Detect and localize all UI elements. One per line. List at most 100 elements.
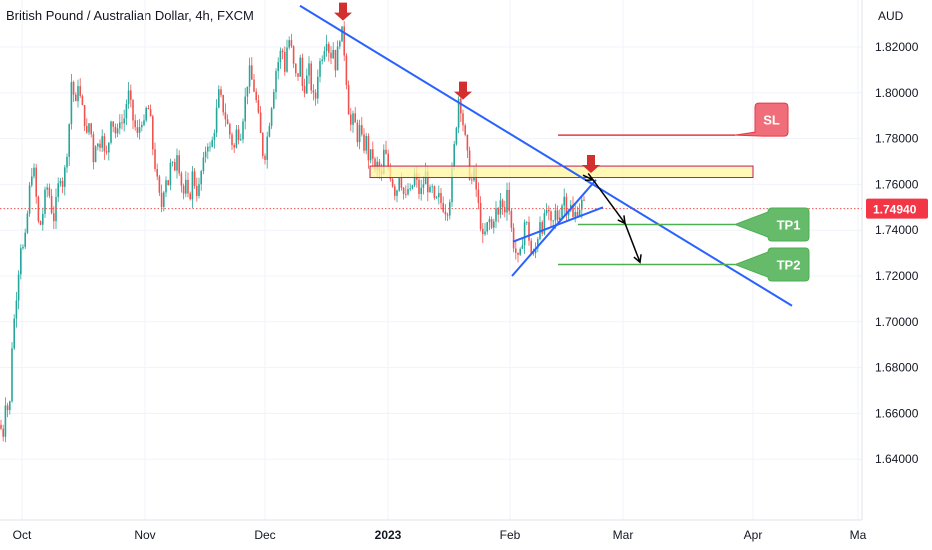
candle-body (90, 123, 92, 135)
candle-body (292, 46, 295, 64)
candle-body (233, 145, 235, 148)
candle-body (312, 90, 315, 93)
candle-body (174, 162, 176, 171)
candle-body (545, 209, 548, 214)
candle-body (207, 146, 209, 152)
candle-body (301, 57, 304, 86)
candle-body (264, 155, 266, 160)
candle-body (508, 189, 510, 211)
candle-body (204, 151, 207, 158)
candle-body (556, 210, 559, 220)
candle-body (552, 220, 554, 222)
candle-body (482, 228, 484, 235)
candle-body (387, 153, 389, 167)
candle-body (191, 171, 194, 200)
candle-body (334, 49, 337, 71)
grid (0, 0, 862, 520)
candle-body (306, 75, 308, 94)
label-box-sl (734, 102, 789, 137)
time-tick: Nov (134, 528, 155, 542)
candle-body (402, 187, 405, 195)
candle-body (354, 113, 356, 123)
candle-body (94, 146, 97, 163)
candle-body (284, 52, 286, 72)
candle-body (220, 89, 222, 96)
candle-body (572, 204, 574, 217)
candle-body (308, 63, 310, 76)
candle-body (290, 40, 293, 47)
candle-body (532, 253, 535, 254)
projection-down-1 (592, 179, 626, 224)
candle-body (202, 157, 205, 172)
candle-body (345, 55, 348, 86)
candle-body (510, 210, 513, 228)
candle-body (92, 134, 95, 163)
candle-body (262, 133, 264, 156)
currency-label: AUD (878, 9, 904, 23)
candle-body (451, 167, 453, 203)
candle-body (145, 107, 147, 121)
candle-body (372, 149, 374, 159)
candle-body (105, 151, 108, 153)
candle-body (490, 219, 493, 228)
candle-body (275, 71, 277, 93)
candle-body (578, 209, 581, 217)
candle-body (35, 167, 37, 197)
time-tick: Dec (254, 528, 275, 542)
candle-body (281, 50, 284, 53)
candle-body (37, 196, 40, 222)
candle-body (336, 46, 339, 71)
candle-body (400, 178, 403, 188)
candle-body (119, 122, 121, 129)
candle-body (149, 109, 152, 117)
current-price-tag (866, 198, 928, 219)
price-tick: 1.66000 (875, 406, 919, 420)
candle-body (563, 196, 565, 206)
candle-body (44, 189, 46, 214)
time-tick: Feb (500, 528, 521, 542)
candle-body (361, 125, 363, 135)
candle-body (112, 121, 114, 127)
candle-body (152, 116, 154, 150)
trend-line-channel-upper (512, 206, 604, 243)
candle-body (548, 209, 550, 212)
candle-body (88, 123, 90, 133)
candle-body (26, 213, 29, 233)
candle-body (512, 227, 515, 249)
candle-body (365, 136, 367, 151)
candle-body (132, 99, 134, 121)
candle-body (22, 246, 24, 249)
candle-body (427, 171, 429, 193)
candle-body (398, 178, 400, 191)
time-tick: Apr (744, 528, 763, 542)
candle-body (77, 86, 79, 102)
candle-body (495, 208, 497, 222)
candle-body (123, 118, 125, 124)
label-text-tp2: TP2 (777, 258, 801, 273)
candle-body (178, 155, 180, 174)
candle-body (97, 143, 99, 147)
price-tick: 1.82000 (875, 40, 919, 54)
candle-body (20, 248, 22, 275)
candle-body (0, 424, 2, 429)
candle-body (189, 193, 191, 200)
candle-body (479, 202, 482, 229)
candle-body (519, 248, 521, 255)
candle-body (154, 149, 156, 169)
candle-body (493, 221, 495, 228)
candle-body (413, 173, 416, 186)
candle-body (506, 189, 508, 213)
candle-body (15, 300, 18, 319)
candle-body (116, 128, 119, 134)
candle-body (339, 41, 341, 47)
candle-body (251, 65, 253, 80)
candle-body (369, 149, 372, 161)
candle-body (75, 94, 77, 102)
candle-body (471, 179, 473, 181)
down-arrow-3 (582, 154, 600, 173)
candle-body (583, 199, 585, 201)
candle-body (240, 139, 242, 141)
candle-body (222, 95, 224, 113)
candle-body (321, 59, 323, 62)
